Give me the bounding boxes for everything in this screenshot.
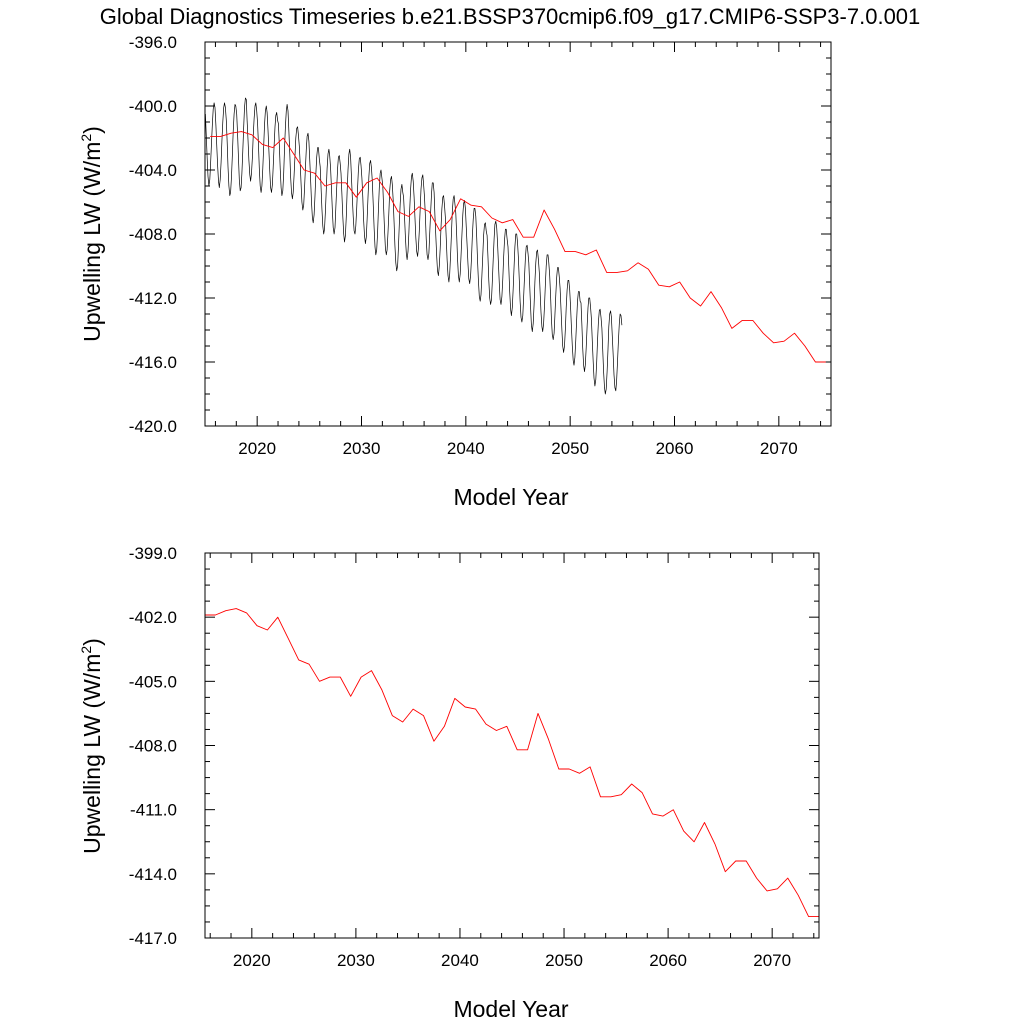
figure-title: Global Diagnostics Timeseries b.e21.BSSP… [100, 4, 921, 29]
x-tick-label: 2050 [551, 439, 589, 458]
top-y-axis-label-close: ) [79, 126, 105, 134]
x-tick-label: 2030 [337, 951, 375, 970]
top-ticks [205, 41, 831, 427]
y-tick-label: -414.0 [129, 865, 177, 884]
bottom-x-axis-label: Model Year [453, 996, 568, 1022]
monthly-series-line [205, 97, 623, 395]
top-y-axis-label-sup: 2 [78, 134, 94, 142]
x-tick-label: 2060 [656, 439, 694, 458]
top-y-axis-label-main: Upwelling LW (W/m [79, 142, 105, 342]
y-tick-label: -417.0 [129, 929, 177, 948]
bottom-y-axis-label-close: ) [79, 638, 105, 646]
top-y-axis-label: Upwelling LW (W/m2) [78, 126, 105, 342]
bottom-y-axis-label-main: Upwelling LW (W/m [79, 654, 105, 854]
x-tick-label: 2040 [447, 439, 485, 458]
y-tick-label: -420.0 [129, 417, 177, 436]
top-plot-frame [204, 41, 832, 427]
x-tick-label: 2020 [238, 439, 276, 458]
y-tick-label: -416.0 [129, 353, 177, 372]
x-tick-label: 2070 [753, 951, 791, 970]
x-tick-label: 2060 [649, 951, 687, 970]
y-tick-label: -404.0 [129, 161, 177, 180]
top-x-tick-labels: 2020 2030 2040 2050 2060 2070 [238, 439, 797, 458]
bottom-series [205, 608, 819, 918]
annual-series-line [210, 131, 826, 363]
annual-series-line [205, 608, 819, 918]
top-x-axis-label: Model Year [453, 484, 568, 510]
y-tick-label: -405.0 [129, 672, 177, 691]
bottom-ticks [205, 552, 819, 939]
bottom-y-axis-label: Upwelling LW (W/m2) [78, 638, 105, 854]
top-y-tick-labels: -396.0 -400.0 -404.0 -408.0 -412.0 -416.0 -420… [129, 33, 177, 436]
y-tick-label: -408.0 [129, 737, 177, 756]
bottom-y-axis-label-sup: 2 [78, 646, 94, 654]
y-tick-label: -412.0 [129, 289, 177, 308]
y-tick-label: -408.0 [129, 225, 177, 244]
bottom-x-tick-labels: 2020 2030 2040 2050 2060 2070 [233, 951, 791, 970]
bottom-plot-frame [204, 552, 820, 939]
y-tick-label: -399.0 [129, 544, 177, 563]
x-tick-label: 2050 [545, 951, 583, 970]
y-tick-label: -402.0 [129, 608, 177, 627]
x-tick-label: 2030 [343, 439, 381, 458]
x-tick-label: 2070 [760, 439, 798, 458]
x-tick-label: 2020 [233, 951, 271, 970]
bottom-panel: 2020 2030 2040 2050 2060 2070 -399.0 -402.0 -40… [78, 544, 820, 1022]
top-panel: 2020 2030 2040 2050 2060 2070 -396.0 -400.0 -40… [78, 33, 832, 510]
x-tick-label: 2040 [441, 951, 479, 970]
y-tick-label: -400.0 [129, 97, 177, 116]
top-series [205, 97, 826, 395]
bottom-y-tick-labels: -399.0 -402.0 -405.0 -408.0 -411.0 -414.0 -417… [129, 544, 177, 948]
y-tick-label: -396.0 [129, 33, 177, 52]
y-tick-label: -411.0 [130, 801, 177, 820]
